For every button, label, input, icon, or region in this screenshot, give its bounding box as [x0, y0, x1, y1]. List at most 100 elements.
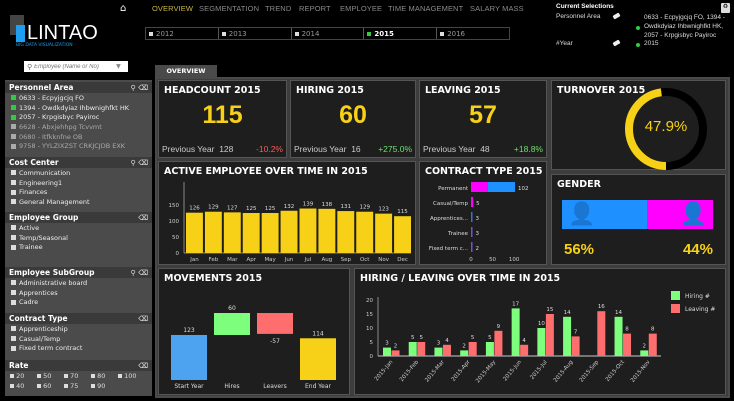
- legend-label: Leaving #: [685, 306, 715, 313]
- list-item[interactable]: Fixed term contract: [5, 343, 152, 353]
- data-label: 2: [476, 246, 480, 252]
- list-item[interactable]: Communication: [5, 168, 152, 178]
- data-label: 17: [512, 301, 519, 307]
- x-tick-label: 2015-Sep: [579, 359, 601, 383]
- clear-icon[interactable]: ⌫: [138, 361, 148, 370]
- filter-title: Employee Group: [9, 213, 79, 222]
- bar: [280, 210, 298, 253]
- x-tick-label: Feb: [209, 257, 219, 263]
- bar: [356, 211, 374, 253]
- nav-segmentation[interactable]: SEGMENTATION: [199, 4, 260, 13]
- headcount-panel: HEADCOUNT 2015 115 Previous Year 128 -10…: [158, 80, 287, 158]
- year-2012[interactable]: 2012: [146, 28, 219, 39]
- eraser-icon[interactable]: [612, 12, 621, 20]
- rate-option[interactable]: 80: [91, 372, 118, 380]
- year-2015[interactable]: 2015: [364, 28, 438, 39]
- list-item[interactable]: Casual/Temp: [5, 334, 152, 344]
- rate-option[interactable]: 50: [37, 372, 64, 380]
- rate-option[interactable]: 60: [37, 382, 64, 390]
- list-item[interactable]: 1394 - Owdkdyiaz Ihbwnighfkt HK: [5, 103, 152, 113]
- clear-icon[interactable]: ⌫: [138, 213, 148, 222]
- bar: [460, 350, 469, 356]
- list-item[interactable]: Administrative board: [5, 278, 152, 288]
- turnover-donut: [625, 88, 707, 170]
- bar: [471, 197, 474, 207]
- filter-contract-type: Contract Type ⌫ Apprenticeship Casual/Tem…: [5, 313, 152, 353]
- list-item[interactable]: 9758 - YYLZIXZST CRKJCJDB EXK: [5, 141, 152, 151]
- data-label: 60: [228, 305, 236, 312]
- bar: [471, 212, 473, 222]
- list-item[interactable]: Apprentices: [5, 288, 152, 298]
- data-label: 125: [246, 206, 257, 212]
- search-clear-icons[interactable]: ⚲ ⌫: [130, 83, 148, 92]
- data-label: 2: [643, 343, 647, 349]
- data-label: 123: [183, 327, 195, 334]
- gender-panel: GENDER 👤 👤 56% 44%: [551, 174, 726, 265]
- nav-salary-mass[interactable]: SALARY MASS: [470, 4, 524, 13]
- bar: [242, 213, 260, 253]
- bar: [471, 242, 473, 252]
- clear-selections-icon[interactable]: ♻: [721, 3, 730, 13]
- rate-option[interactable]: 40: [10, 382, 37, 390]
- chevron-down-icon[interactable]: ▼: [116, 63, 121, 70]
- employee-search-input[interactable]: [34, 63, 115, 70]
- chart-title: MOVEMENTS 2015: [164, 273, 263, 284]
- nav-report[interactable]: REPORT: [299, 4, 331, 13]
- nav-time-management[interactable]: TIME MANAGEMENT: [388, 4, 464, 13]
- data-label: 114: [312, 330, 324, 337]
- eraser-icon[interactable]: [612, 39, 621, 47]
- clear-icon[interactable]: ⌫: [138, 314, 148, 323]
- filter-personnel-area: Personnel Area ⚲ ⌫ 0633 - Ecpyjgcjq FO 13…: [5, 82, 152, 151]
- year-2014[interactable]: 2014: [292, 28, 365, 39]
- rate-option[interactable]: 20: [10, 372, 37, 380]
- list-item[interactable]: 0633 - Ecpyjgcjq FO: [5, 93, 152, 103]
- bar: [261, 213, 279, 253]
- list-item[interactable]: General Management: [5, 197, 152, 207]
- x-tick-label: 2015-Oct: [605, 359, 627, 383]
- nav-employee[interactable]: EMPLOYEE: [340, 4, 383, 13]
- list-item[interactable]: Finances: [5, 187, 152, 197]
- list-item[interactable]: Trainee: [5, 242, 152, 252]
- x-tick-label: Leavers: [263, 383, 286, 390]
- tab-overview[interactable]: OVERVIEW: [155, 65, 217, 77]
- list-item[interactable]: Cadre: [5, 297, 152, 307]
- x-tick-label: 50: [489, 257, 496, 263]
- panel-title: GENDER: [557, 179, 601, 190]
- bar: [257, 313, 293, 334]
- nav-trend[interactable]: TREND: [265, 4, 292, 13]
- rate-option[interactable]: 90: [91, 382, 118, 390]
- list-item[interactable]: 6628 - Abxjehhpg Tcvvmt: [5, 122, 152, 132]
- list-item[interactable]: 0680 - Itfkknfne OB: [5, 132, 152, 142]
- year-2013[interactable]: 2013: [219, 28, 292, 39]
- gender-bar: 👤 👤: [562, 200, 713, 229]
- rate-option[interactable]: 70: [64, 372, 91, 380]
- list-item[interactable]: Active: [5, 223, 152, 233]
- selection-value: 0633 - Ecpyjgcjq FO, 1394 - Owdkdyiaz Ihb…: [644, 14, 725, 39]
- search-icon: ⚲: [27, 62, 33, 71]
- list-item[interactable]: Temp/Seasonal: [5, 233, 152, 243]
- bar: [494, 330, 503, 356]
- list-item[interactable]: 2057 - Krpgisbyc Payiroc: [5, 112, 152, 122]
- x-tick-label: Start Year: [174, 383, 204, 390]
- rate-option[interactable]: 75: [64, 382, 91, 390]
- year-2016[interactable]: 2016: [437, 28, 509, 39]
- hiring-panel: HIRING 2015 60 Previous Year 16 +275.0%: [290, 80, 416, 158]
- data-label: 10: [538, 321, 545, 327]
- list-item[interactable]: Engineering1: [5, 178, 152, 188]
- rate-option[interactable]: 100: [118, 372, 145, 380]
- x-tick-label: 2015-Jul: [529, 359, 549, 381]
- category-label: Trainee: [447, 231, 469, 237]
- search-clear-icons[interactable]: ⚲ ⌫: [130, 268, 148, 277]
- bar: [391, 350, 400, 356]
- home-icon[interactable]: ⌂: [120, 3, 127, 14]
- nav-overview[interactable]: OVERVIEW: [152, 4, 194, 13]
- data-label: 3: [476, 216, 480, 222]
- data-label: 8: [651, 327, 655, 333]
- search-clear-icons[interactable]: ⚲ ⌫: [130, 158, 148, 167]
- bar: [487, 182, 515, 192]
- employee-search[interactable]: ⚲ ▼: [24, 61, 128, 72]
- x-tick-label: 2015-Nov: [630, 359, 652, 384]
- green-dot-icon: [636, 26, 640, 30]
- chart-title: CONTRACT TYPE 2015: [425, 166, 543, 177]
- list-item[interactable]: Apprenticeship: [5, 324, 152, 334]
